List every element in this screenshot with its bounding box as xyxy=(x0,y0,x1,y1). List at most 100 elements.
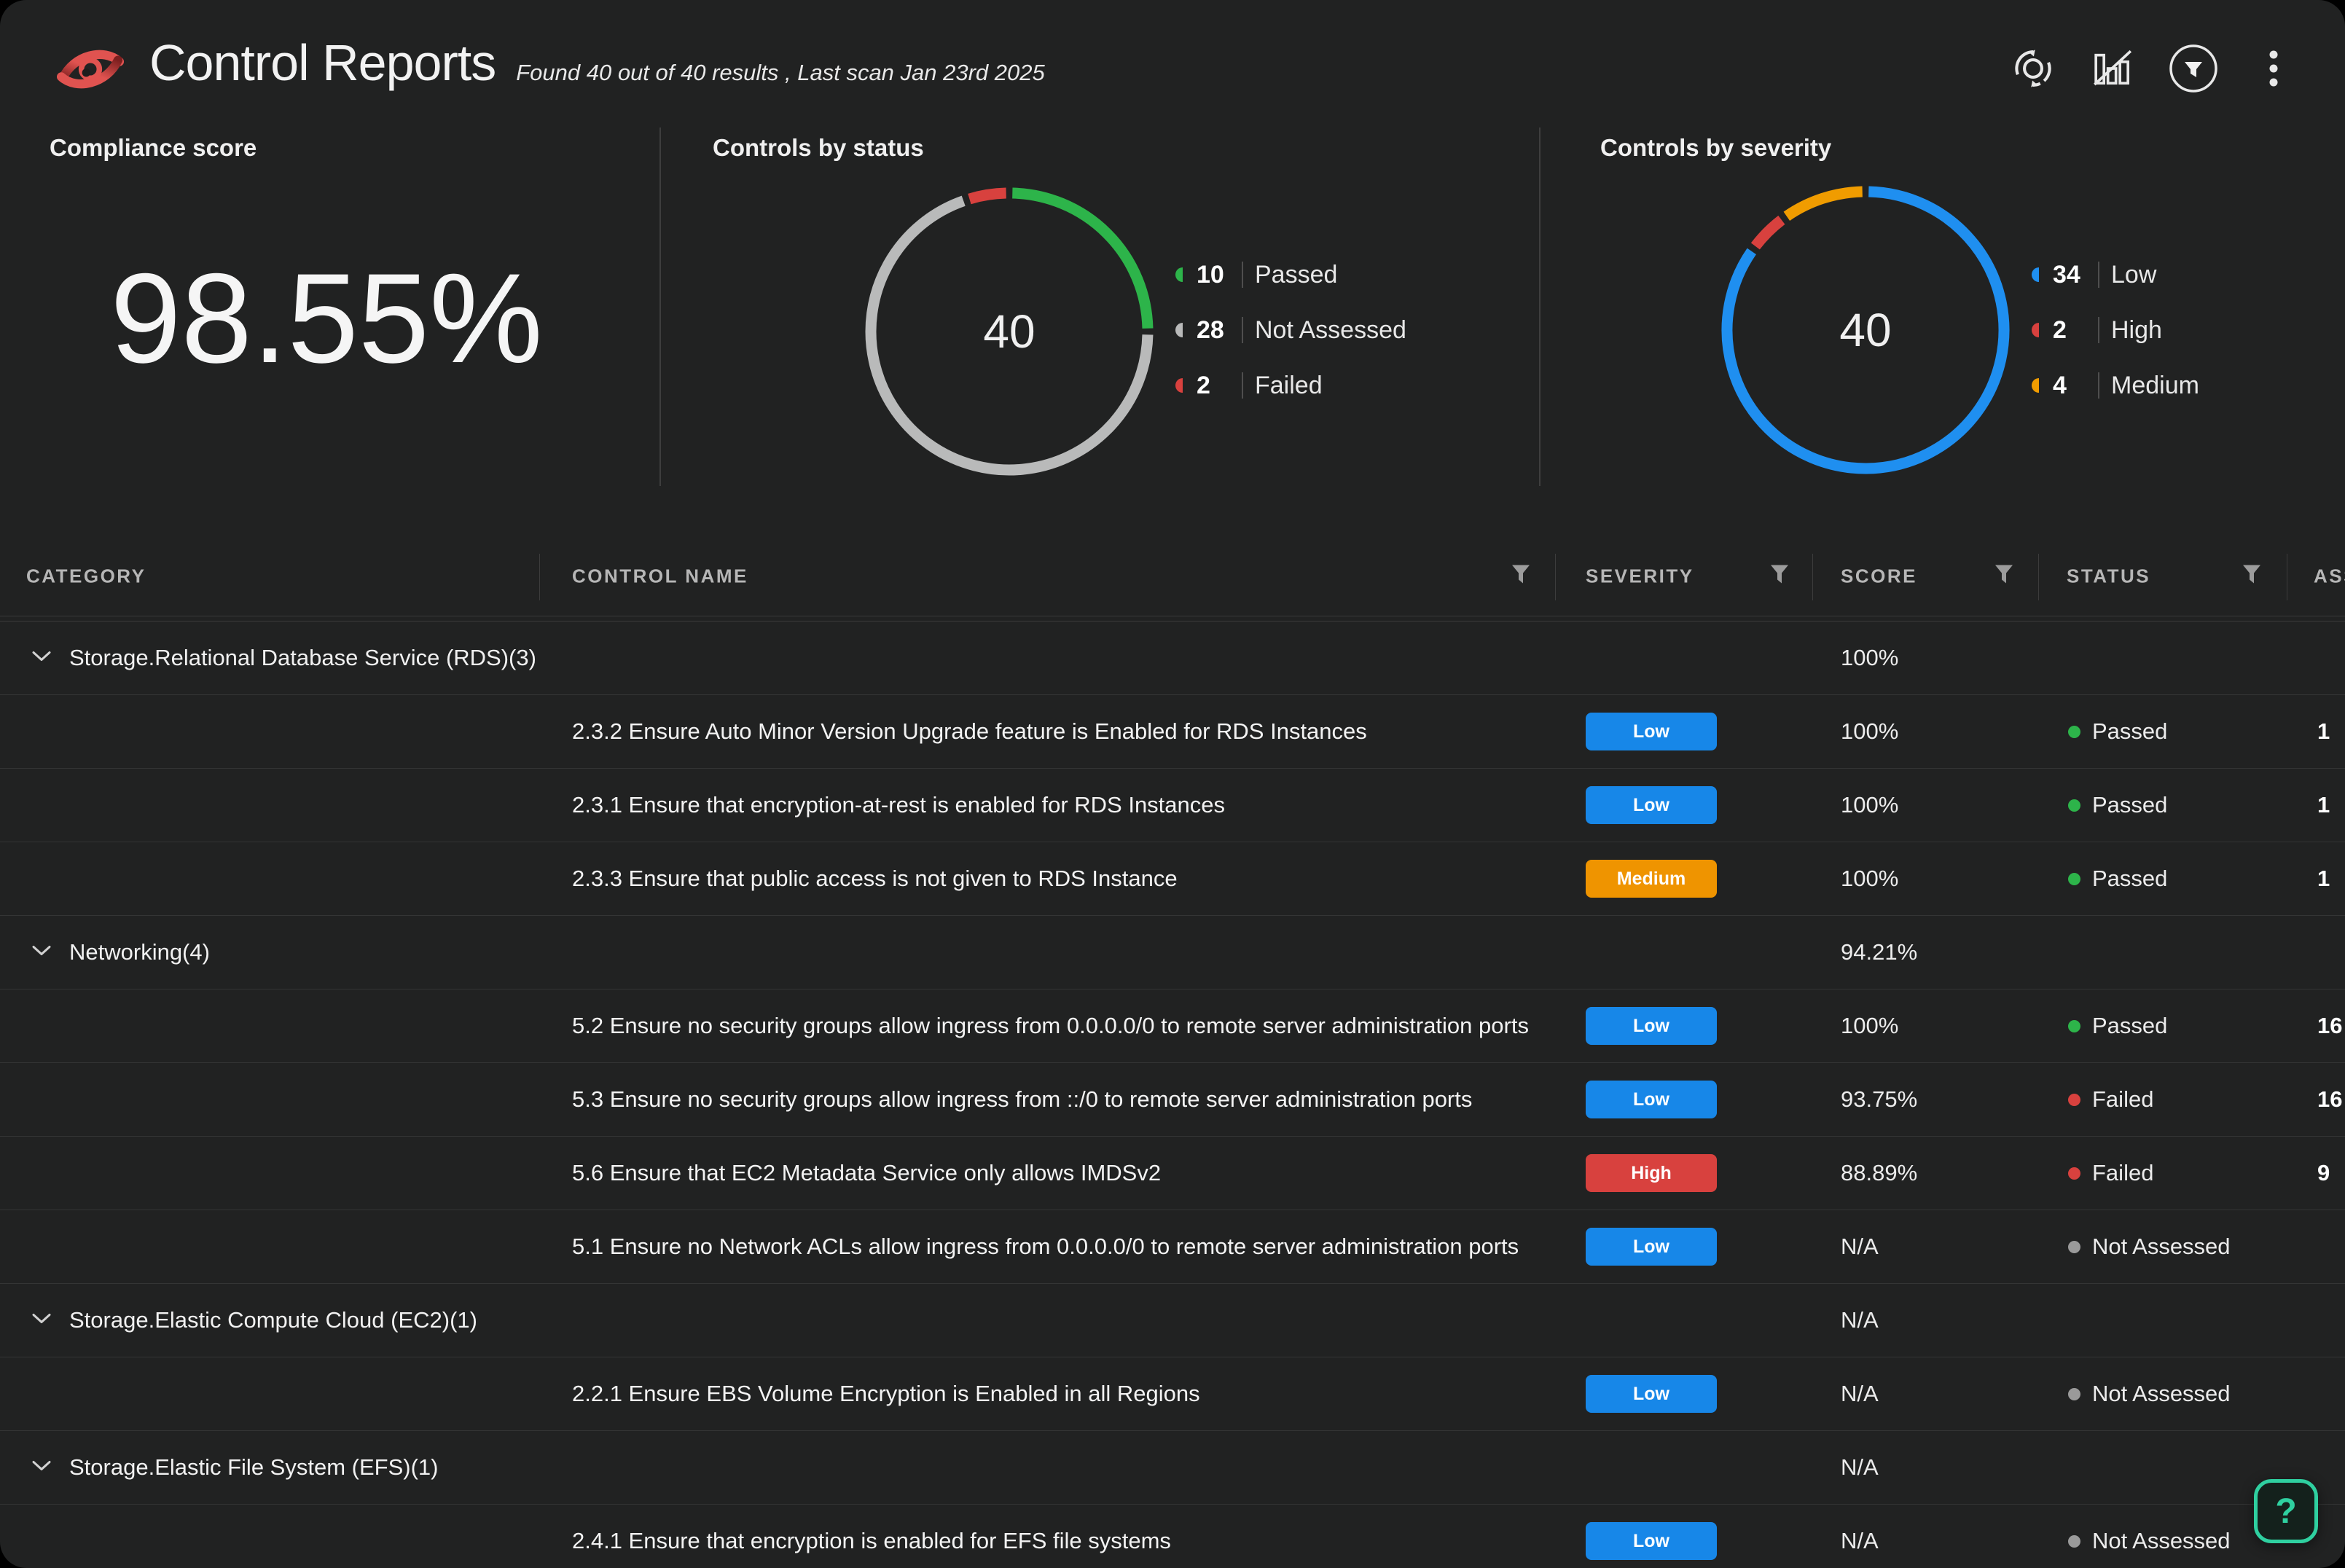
kebab-menu-icon[interactable] xyxy=(2246,38,2301,99)
status-cell: Failed xyxy=(2068,1086,2153,1113)
score-value: 88.89% xyxy=(1841,1160,1918,1185)
column-header-control-name: CONTROL NAME xyxy=(572,565,748,587)
status-cell: Not Assessed xyxy=(2068,1528,2231,1554)
controls-by-status-title: Controls by status xyxy=(713,134,924,161)
control-row[interactable]: 5.3 Ensure no security groups allow ingr… xyxy=(0,1063,2345,1137)
category-group-row[interactable]: Networking(4) 94.21% xyxy=(0,916,2345,989)
status-cell: Passed xyxy=(2068,718,2167,745)
assets-count: 9 xyxy=(2317,1160,2330,1185)
control-row[interactable]: 2.2.1 Ensure EBS Volume Encryption is En… xyxy=(0,1357,2345,1431)
column-separator xyxy=(1812,554,1813,600)
severity-badge: Low xyxy=(1586,1228,1717,1266)
group-score-value: 100% xyxy=(1841,645,1899,670)
page-title: Control Reports xyxy=(149,34,496,91)
compliance-score-value: 98.55% xyxy=(110,248,543,390)
legend-item[interactable]: 34 Low xyxy=(2032,259,2199,290)
control-row[interactable]: 2.3.1 Ensure that encryption-at-rest is … xyxy=(0,769,2345,842)
legend-separator xyxy=(2098,372,2099,399)
summary-divider xyxy=(659,128,661,486)
control-row[interactable]: 2.3.2 Ensure Auto Minor Version Upgrade … xyxy=(0,695,2345,769)
filter-menu-icon[interactable] xyxy=(2166,38,2221,99)
status-dot-icon xyxy=(2068,872,2080,885)
status-label: Passed xyxy=(2092,1013,2168,1038)
group-score-value: N/A xyxy=(1841,1454,1879,1480)
legend-value: 34 xyxy=(2053,260,2080,289)
donut-total: 40 xyxy=(1839,304,1891,356)
filter-status-icon[interactable] xyxy=(2242,563,2262,589)
column-header-status: STATUS xyxy=(2067,565,2151,587)
refresh-scan-icon[interactable] xyxy=(2005,38,2061,99)
category-group-row[interactable]: Storage.Relational Database Service (RDS… xyxy=(0,622,2345,695)
assets-count: 16 xyxy=(2317,1086,2343,1112)
legend-value: 10 xyxy=(1197,260,1224,289)
results-summary-text: Found 40 out of 40 results , Last scan J… xyxy=(516,60,1045,85)
control-name: 5.2 Ensure no security groups allow ingr… xyxy=(572,1013,1529,1038)
status-cell: Failed xyxy=(2068,1160,2153,1186)
help-button[interactable]: ? xyxy=(2254,1479,2318,1543)
status-label: Passed xyxy=(2092,792,2168,818)
status-label: Not Assessed xyxy=(2092,1381,2231,1406)
assets-count: 1 xyxy=(2317,866,2330,891)
chevron-down-icon[interactable] xyxy=(32,651,51,665)
control-name: 2.2.1 Ensure EBS Volume Encryption is En… xyxy=(572,1381,1200,1406)
chevron-down-icon[interactable] xyxy=(32,1461,51,1475)
category-group-row[interactable]: Storage.Elastic Compute Cloud (EC2)(1) N/… xyxy=(0,1284,2345,1357)
score-value: 93.75% xyxy=(1841,1086,1918,1112)
control-row[interactable]: 5.6 Ensure that EC2 Metadata Service onl… xyxy=(0,1137,2345,1210)
legend-item[interactable]: 28 Not Assessed xyxy=(1175,315,1406,345)
severity-badge: High xyxy=(1586,1154,1717,1192)
assets-count: 16 xyxy=(2317,1013,2343,1038)
status-cell: Not Assessed xyxy=(2068,1234,2231,1260)
control-row[interactable]: 5.2 Ensure no security groups allow ingr… xyxy=(0,989,2345,1063)
severity-donut-chart: 40 xyxy=(1721,186,2010,474)
severity-badge: Low xyxy=(1586,786,1717,824)
severity-badge: Medium xyxy=(1586,860,1717,898)
legend-separator xyxy=(2098,317,2099,343)
donut-total: 40 xyxy=(983,305,1035,358)
control-name: 2.3.1 Ensure that encryption-at-rest is … xyxy=(572,792,1226,818)
legend-label: High xyxy=(2111,315,2162,344)
column-separator xyxy=(1555,554,1556,600)
status-cell: Passed xyxy=(2068,792,2167,818)
table-header-row: CATEGORY CONTROL NAME SEVERITY SCORE STA… xyxy=(0,536,2345,616)
app-header: Control Reports Found 40 out of 40 resul… xyxy=(0,0,2345,124)
column-header-severity: SEVERITY xyxy=(1586,565,1694,587)
filter-severity-icon[interactable] xyxy=(1769,563,1790,589)
category-group-row[interactable]: Storage.Elastic File System (EFS)(1) N/A xyxy=(0,1431,2345,1505)
legend-item[interactable]: 2 Failed xyxy=(1175,370,1406,401)
legend-separator xyxy=(1242,317,1243,343)
severity-badge: Low xyxy=(1586,1081,1717,1118)
legend-separator xyxy=(1242,262,1243,288)
score-value: 100% xyxy=(1841,792,1899,818)
category-name: Storage.Elastic File System (EFS)(1) xyxy=(69,1454,439,1480)
summary-divider xyxy=(1539,128,1541,486)
legend-marker-icon xyxy=(1175,378,1183,393)
legend-item[interactable]: 10 Passed xyxy=(1175,259,1406,290)
control-name: 2.3.2 Ensure Auto Minor Version Upgrade … xyxy=(572,718,1367,744)
status-donut-chart: 40 xyxy=(865,187,1154,476)
category-name: Storage.Elastic Compute Cloud (EC2)(1) xyxy=(69,1307,477,1333)
score-value: N/A xyxy=(1841,1528,1879,1553)
chevron-down-icon[interactable] xyxy=(32,1314,51,1328)
category-name: Networking(4) xyxy=(69,939,210,965)
control-row[interactable]: 5.1 Ensure no Network ACLs allow ingress… xyxy=(0,1210,2345,1284)
toggle-charts-icon[interactable] xyxy=(2086,38,2141,99)
status-label: Not Assessed xyxy=(2092,1528,2231,1553)
filter-score-icon[interactable] xyxy=(1994,563,2014,589)
control-row[interactable]: 2.4.1 Ensure that encryption is enabled … xyxy=(0,1505,2345,1568)
control-row[interactable]: 2.3.3 Ensure that public access is not g… xyxy=(0,842,2345,916)
donut-segment-medium xyxy=(1783,186,1863,222)
legend-item[interactable]: 4 Medium xyxy=(2032,370,2199,401)
legend-label: Passed xyxy=(1255,260,1338,289)
severity-badge: Low xyxy=(1586,1007,1717,1045)
score-value: 100% xyxy=(1841,718,1899,744)
category-name: Storage.Relational Database Service (RDS… xyxy=(69,645,536,670)
legend-item[interactable]: 2 High xyxy=(2032,315,2199,345)
legend-value: 2 xyxy=(1197,371,1210,399)
filter-control-name-icon[interactable] xyxy=(1511,563,1531,589)
chevron-down-icon[interactable] xyxy=(32,946,51,960)
donut-segment-high xyxy=(1750,215,1785,250)
status-cell: Passed xyxy=(2068,866,2167,892)
score-value: 100% xyxy=(1841,1013,1899,1038)
